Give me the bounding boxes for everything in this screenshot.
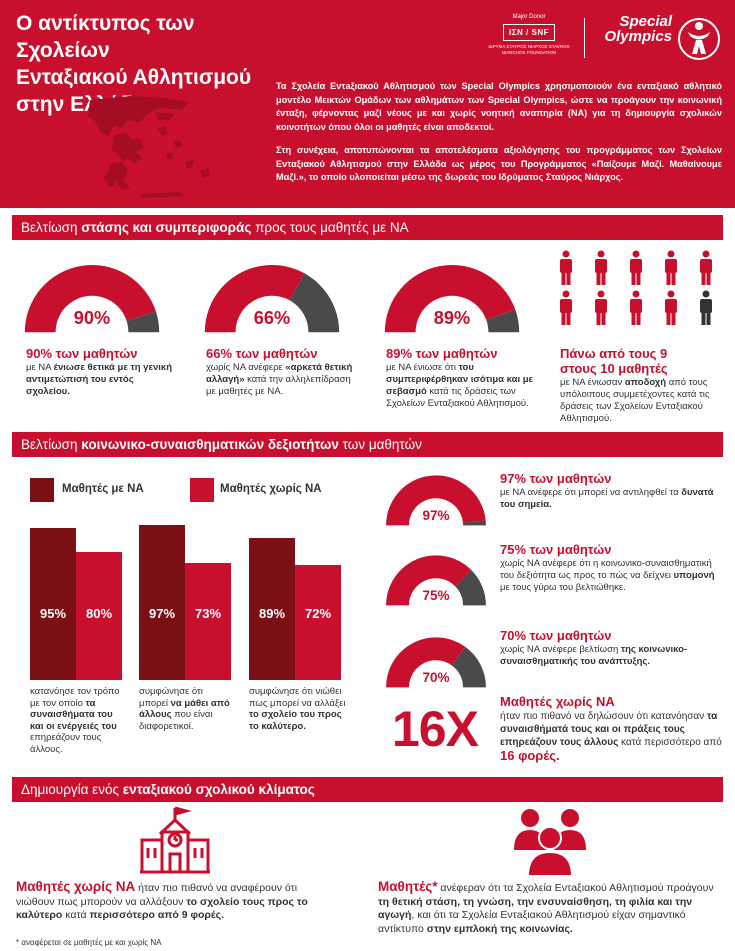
legend-label-with-na: Μαθητές με ΝΑ — [62, 483, 144, 495]
attitude-gauge-2-fill — [204, 265, 305, 333]
legend-label-without-na: Μαθητές χωρίς ΝΑ — [220, 483, 322, 495]
intro-text: Τα Σχολεία Εντaξιακού Αθλητισμού των Spe… — [276, 80, 722, 185]
person-icon-2 — [595, 250, 607, 285]
big-stat-head: Μαθητές χωρίς ΝΑ — [500, 694, 615, 709]
social-gauge-3-label: 70% — [422, 669, 450, 685]
attitude-gauge-3-remainder — [486, 309, 520, 333]
person-icon-3 — [630, 250, 642, 285]
attitude-gauge-1-remainder — [126, 311, 160, 333]
section-bar-attitude: Βελτίωση στάσης και συμπεριφοράς προς το… — [12, 215, 723, 240]
bar-3-with-na — [249, 537, 295, 680]
person-icon-10 — [700, 290, 712, 325]
attitude-gauge-3-fill — [384, 264, 516, 333]
bar-label-2-without-na: 73% — [194, 606, 222, 621]
snf-logo: Major Donor IΣN / SNF ΙΔΡΥΜΑ ΣΤΑΥΡΟΣ ΝΙΑ… — [488, 14, 570, 55]
legend-swatch-without-na — [190, 478, 214, 502]
section-bar-school-climate: Δημιουργία ενός ενταξιακού σχολικού κλίμ… — [12, 777, 723, 802]
school-climate-right-text: Μαθητές* ανέφεραν ότι τα Σχολεία Εντaξια… — [378, 879, 714, 935]
social-stat-head-1: 97% των μαθητών — [500, 471, 612, 486]
attitude-gauge-1-label: 90% — [73, 308, 111, 329]
intro-paragraph-2: Στη συνέχεια, αποτυπώνονται τα αποτελέσμ… — [276, 145, 722, 182]
social-gauge-3-fill — [386, 637, 466, 688]
social-gauge-1-fill — [386, 475, 486, 526]
special-olympics-logo-icon — [678, 18, 720, 60]
people-grid — [560, 250, 712, 325]
social-gauge-2-label: 75% — [422, 587, 450, 603]
people-stat-head: Πάνω από τους 9 στους 10 μαθητές — [560, 346, 668, 376]
attitude-stat-head-2: 66% των μαθητών — [206, 346, 318, 361]
school-icon — [140, 806, 210, 874]
social-gauge-3-remainder — [451, 646, 486, 688]
attitude-gauge-2-label: 66% — [253, 308, 291, 329]
social-gauge-1-remainder — [462, 520, 486, 526]
bar-label-3-with-na: 89% — [258, 606, 286, 621]
bar-1-with-na — [30, 528, 76, 680]
logo-divider — [584, 18, 585, 58]
bar-3-without-na — [295, 564, 341, 680]
social-gauge-2-remainder — [455, 570, 486, 606]
social-stat-head-3: 70% των μαθητών — [500, 628, 612, 643]
attitude-gauge-1 — [24, 265, 160, 333]
social-gauge-2 — [386, 555, 486, 606]
person-icon-1 — [560, 250, 572, 285]
intro-paragraph-1: Τα Σχολεία Εντaξιακού Αθλητισμού των Spe… — [276, 81, 722, 132]
bar-caption-2: συμφώνησε ότι μπορεί να μάθει από άλλους… — [139, 686, 230, 732]
person-icon-4 — [665, 250, 677, 285]
bar-2-without-na — [185, 563, 231, 680]
social-gauge-1 — [386, 475, 486, 526]
page-title: Ο αντίκτυπος των Σχολείων Ενταξιακού Αθλ… — [16, 10, 286, 118]
people-stat-body: με ΝΑ ένιωσαν αποδοχή από τους υπόλοιπου… — [560, 377, 710, 424]
social-stat-body-3: χωρίς ΝΑ ανέφερε βελτίωση της κοινωνικο-… — [500, 644, 688, 667]
title-line-2: Ενταξιακού Αθλητισμού — [16, 66, 252, 89]
bar-caption-1: κατανόησε τον τρόπο με τον οποίο τα συνα… — [30, 686, 120, 755]
social-stat-body-1: με ΝΑ ανέφερε ότι μπορεί να αντιληφθεί τ… — [500, 487, 714, 510]
bar-2-with-na — [139, 524, 185, 680]
social-stat-body-2: χωρίς ΝΑ ανέφερε ότι η κοινωνικο-συναισθ… — [500, 558, 715, 593]
social-gauge-3 — [386, 637, 486, 688]
group-people-icon — [514, 809, 586, 876]
social-gauge-2-fill — [386, 555, 472, 606]
attitude-stat-head-3: 89% των μαθητών — [386, 346, 498, 361]
greece-map-icon — [88, 96, 210, 198]
school-climate-left-text: Μαθητές χωρίς ΝΑ ήταν πιο πιθανό να αναφ… — [16, 879, 308, 921]
attitude-stat-body-1: με ΝΑ ένιωσε θετικά με τη γενική αντιμετ… — [26, 362, 172, 397]
person-icon-5 — [700, 250, 712, 285]
title-line-1: Ο αντίκτυπος των Σχολείων — [16, 12, 195, 62]
legend-swatch-with-na — [30, 478, 54, 502]
header-banner: Ο αντίκτυπος των Σχολείων Ενταξιακού Αθλ… — [0, 0, 735, 208]
attitude-gauge-3-label: 89% — [433, 308, 471, 329]
bar-label-1-without-na: 80% — [85, 606, 113, 621]
person-icon-7 — [595, 290, 607, 325]
person-icon-6 — [560, 290, 572, 325]
attitude-stat-body-3: με ΝΑ ένιωσε ότι του συμπεριφέρθηκαν ισό… — [386, 362, 534, 409]
special-olympics-wordmark: Special Olympics — [604, 13, 672, 45]
big-stat-body: ήταν πιο πιθανό να δηλώσουν ότι κατανόησ… — [500, 711, 722, 763]
attitude-gauge-2 — [204, 265, 340, 333]
attitude-stat-head-1: 90% των μαθητών — [26, 346, 138, 361]
bar-label-2-with-na: 97% — [148, 606, 176, 621]
bar-1-without-na — [76, 552, 122, 680]
person-icon-9 — [665, 290, 677, 325]
attitude-gauge-2-remainder — [289, 273, 340, 333]
bar-label-1-with-na: 95% — [39, 606, 67, 621]
attitude-gauge-1-fill — [24, 265, 156, 333]
attitude-stat-body-2: χωρίς ΝΑ ανέφερε «αρκετά θετική αλλαγή» … — [206, 362, 353, 397]
section-bar-social-emotional: Βελτίωση κοινωνικο-συναισθηματικών δεξιο… — [12, 432, 723, 457]
bar-label-3-without-na: 72% — [304, 606, 332, 621]
footnote: * αναφέρεται σε μαθητές με και χωρίς ΝΑ — [16, 938, 162, 947]
bar-caption-3: συμφώνησε ότι νιώθει πως μπορεί να αλλάξ… — [249, 686, 346, 732]
social-gauge-1-label: 97% — [422, 507, 450, 523]
social-stat-head-2: 75% των μαθητών — [500, 542, 612, 557]
attitude-gauge-3 — [384, 264, 520, 333]
big-stat-16x: 16X — [392, 701, 479, 757]
person-icon-8 — [630, 290, 642, 325]
